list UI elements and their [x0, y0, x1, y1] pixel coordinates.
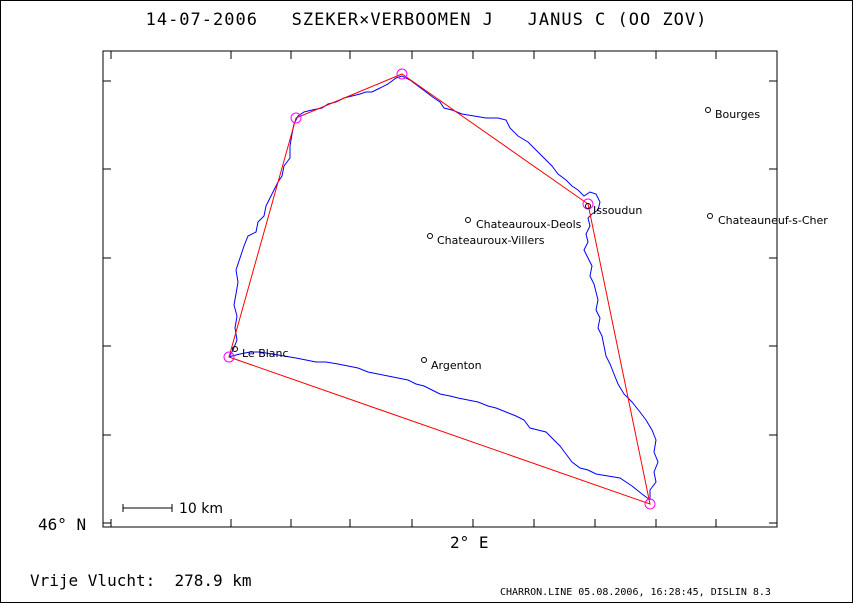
turnpoint-2 [396, 68, 408, 80]
flight-date: 14-07-2006 [145, 10, 258, 30]
flight-title: 14-07-2006 SZEKER×VERBOOMEN J JANUS C (O… [0, 10, 853, 30]
map-axes-box [102, 50, 778, 528]
longitude-label: 2° E [450, 533, 489, 552]
flight-aircraft: JANUS C (OO ZOV) [527, 10, 708, 30]
city-label: Issoudun [593, 204, 642, 217]
turnpoint-1 [290, 112, 302, 124]
city-label: Chateauneuf-s-Cher [718, 214, 828, 227]
task-polygon [228, 73, 651, 505]
city-chateauroux-villers: Chateauroux-Villers [427, 233, 545, 247]
city-issoudun: Issoudun [585, 203, 642, 217]
city-label: Argenton [431, 359, 482, 372]
city-label: Le Blanc [242, 347, 289, 360]
gps-track-return [228, 351, 651, 501]
city-bourges: Bourges [705, 107, 760, 121]
city-label: Chateauroux-Deols [476, 218, 582, 231]
distance-label: Vrije Vlucht: [30, 571, 156, 590]
latitude-label: 46° N [38, 515, 86, 534]
gps-track [228, 75, 659, 500]
turnpoint-4 [644, 498, 656, 510]
turnpoint-start [223, 351, 235, 363]
scale-bar: 10 km [122, 501, 223, 517]
scale-bar-label: 10 km [179, 501, 223, 517]
axis-ticks [103, 51, 777, 527]
file-info: CHARRON.LINE 05.08.2006, 16:28:45, DISLI… [500, 587, 771, 598]
city-chateauroux-deols: Chateauroux-Deols [465, 217, 582, 231]
distance-summary: Vrije Vlucht: 278.9 km [30, 571, 252, 590]
flight-pilots: SZEKER×VERBOOMEN J [291, 10, 494, 30]
city-label: Chateauroux-Villers [437, 234, 545, 247]
city-le-blanc: Le Blanc [232, 346, 289, 360]
city-chateauneuf: Chateauneuf-s-Cher [707, 213, 828, 227]
city-label: Bourges [715, 108, 760, 121]
city-argenton: Argenton [421, 357, 482, 372]
distance-value: 278.9 km [174, 571, 252, 590]
